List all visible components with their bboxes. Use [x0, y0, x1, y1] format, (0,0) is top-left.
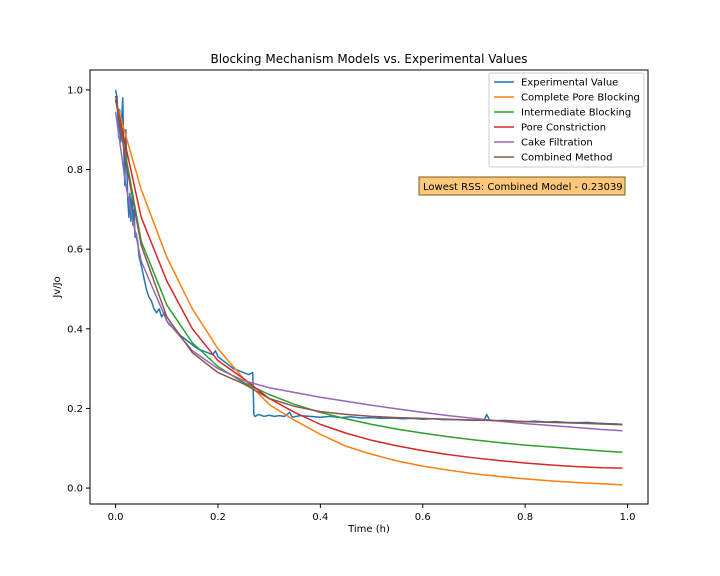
y-tick-label: 0.4 — [67, 324, 83, 335]
x-tick-label: 0.0 — [108, 512, 124, 523]
x-tick-label: 1.0 — [620, 512, 636, 523]
series-layer — [114, 89, 623, 486]
y-axis-label: Jv/Jo — [52, 276, 63, 298]
chart-title: Blocking Mechanism Models vs. Experiment… — [211, 52, 528, 66]
legend-box — [488, 72, 645, 168]
x-tick-label: 0.2 — [210, 512, 226, 523]
x-tick-label: 0.8 — [517, 512, 533, 523]
x-tick-label: 0.6 — [415, 512, 431, 523]
series-line-combined-method — [114, 95, 623, 426]
legend-label-complete-pore-blocking: Complete Pore Blocking — [521, 93, 640, 104]
y-tick-label: 0.8 — [67, 165, 83, 176]
y-tick-label: 0.0 — [67, 484, 83, 495]
rss-annotation-box — [418, 176, 626, 196]
y-tick-label: 1.0 — [67, 85, 83, 96]
legend-label-intermediate-blocking: Intermediate Blocking — [521, 108, 631, 119]
rss-annotation: Lowest RSS: Combined Model - 0.23039 — [418, 176, 626, 196]
series-line-intermediate-blocking — [114, 99, 623, 453]
y-tick-label: 0.2 — [67, 404, 83, 415]
plot-area: 0.0 0.2 0.4 0.6 0.8 1.0 0.0 0.2 0.4 0.6 0.8 1.0 — [67, 69, 649, 523]
legend-label-experimental-value: Experimental Value — [521, 78, 618, 89]
x-tick-label: 0.4 — [312, 512, 328, 523]
legend: Experimental Value Complete Pore Blocking… — [488, 72, 645, 168]
axes-frame — [89, 69, 649, 505]
series-line-complete-pore-blocking — [114, 99, 623, 486]
legend-label-pore-constriction: Pore Constriction — [521, 123, 606, 134]
series-line-pore-constriction — [114, 99, 623, 469]
legend-items: Experimental Value Complete Pore Blocking… — [494, 78, 640, 164]
y-tick-label: 0.6 — [67, 245, 83, 256]
y-axis-ticks: 0.0 0.2 0.4 0.6 0.8 1.0 — [67, 85, 90, 495]
rss-annotation-text: Lowest RSS: Combined Model - 0.23039 — [423, 182, 623, 193]
x-axis-ticks: 0.0 0.2 0.4 0.6 0.8 1.0 — [108, 504, 636, 523]
legend-label-cake-filtration: Cake Filtration — [521, 138, 593, 149]
legend-label-combined-method: Combined Method — [521, 153, 613, 164]
x-axis-label: Time (h) — [347, 524, 390, 535]
